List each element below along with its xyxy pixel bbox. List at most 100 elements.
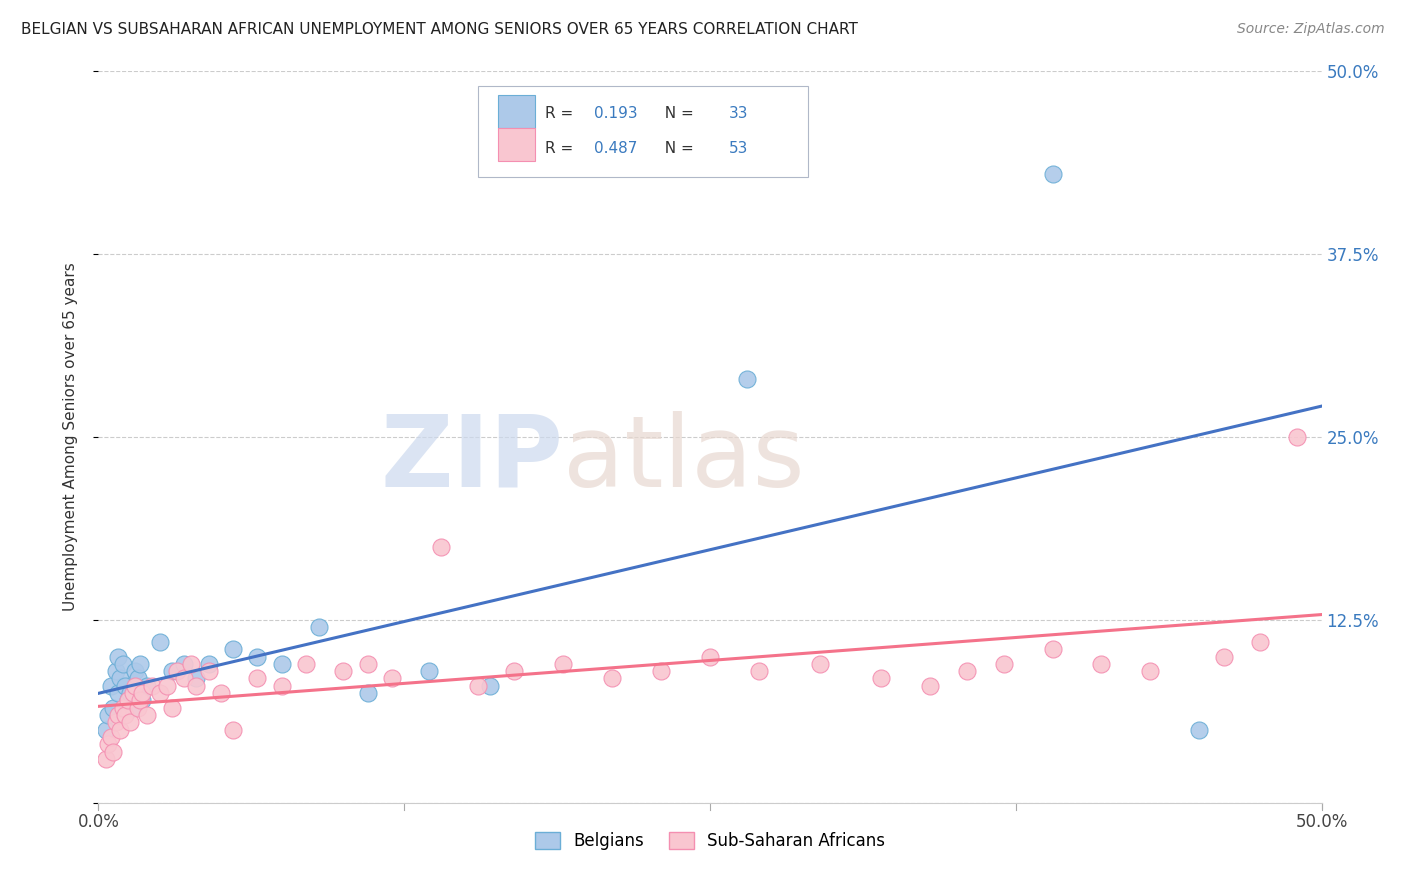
Point [117, 693, 139, 707]
Point [418, 664, 440, 678]
Point [117, 693, 139, 707]
Point [173, 672, 195, 686]
Point [101, 700, 124, 714]
Point [131, 686, 153, 700]
Point [197, 657, 219, 671]
Point [1249, 635, 1271, 649]
Point [920, 679, 942, 693]
Text: 0.487: 0.487 [593, 141, 637, 156]
Point [735, 371, 758, 385]
Point [107, 686, 129, 700]
Text: atlas: atlas [564, 410, 804, 508]
Point [1042, 642, 1064, 657]
Point [129, 657, 152, 671]
FancyBboxPatch shape [498, 128, 536, 161]
Point [100, 679, 122, 693]
Point [127, 672, 149, 686]
Point [222, 642, 245, 657]
Point [160, 700, 183, 714]
Text: BELGIAN VS SUBSAHARAN AFRICAN UNEMPLOYMENT AMONG SENIORS OVER 65 YEARS CORRELATI: BELGIAN VS SUBSAHARAN AFRICAN UNEMPLOYME… [21, 22, 858, 37]
Point [197, 664, 219, 678]
Point [748, 664, 770, 678]
Point [111, 657, 134, 671]
Point [332, 664, 354, 678]
Point [295, 657, 318, 671]
Point [650, 664, 672, 678]
Point [136, 679, 159, 693]
Point [270, 679, 294, 693]
Point [553, 657, 575, 671]
Point [1212, 649, 1234, 664]
Point [1139, 664, 1161, 678]
Point [478, 679, 501, 693]
Point [870, 672, 893, 686]
Point [699, 649, 721, 664]
Point [110, 723, 132, 737]
Point [1286, 430, 1309, 444]
Point [503, 664, 526, 678]
Point [180, 657, 202, 671]
Text: 33: 33 [728, 106, 748, 121]
Point [124, 664, 146, 678]
Text: ZIP: ZIP [381, 410, 564, 508]
Legend: Belgians, Sub-Saharan Africans: Belgians, Sub-Saharan Africans [529, 825, 891, 856]
Point [120, 686, 142, 700]
Point [173, 657, 195, 671]
Point [94, 723, 117, 737]
Point [120, 715, 142, 730]
Point [186, 679, 208, 693]
Point [104, 715, 127, 730]
Point [246, 672, 269, 686]
Point [381, 672, 404, 686]
Point [101, 745, 124, 759]
Point [186, 672, 208, 686]
Point [209, 686, 232, 700]
Point [110, 672, 132, 686]
Point [356, 686, 378, 700]
Point [107, 708, 129, 723]
Text: N =: N = [655, 106, 699, 121]
Point [308, 620, 330, 634]
FancyBboxPatch shape [498, 95, 536, 128]
Point [114, 708, 136, 723]
Point [141, 679, 163, 693]
Point [127, 700, 149, 714]
Point [993, 657, 1015, 671]
Text: R =: R = [546, 141, 578, 156]
Point [1042, 167, 1064, 181]
Point [104, 664, 127, 678]
Point [1188, 723, 1211, 737]
Point [270, 657, 294, 671]
Point [467, 679, 489, 693]
Point [356, 657, 378, 671]
Text: 0.193: 0.193 [593, 106, 637, 121]
Point [107, 649, 129, 664]
Point [94, 752, 117, 766]
Point [129, 693, 152, 707]
Point [114, 679, 136, 693]
Point [121, 686, 143, 700]
Point [956, 664, 979, 678]
FancyBboxPatch shape [478, 86, 808, 178]
Point [808, 657, 831, 671]
Y-axis label: Unemployment Among Seniors over 65 years: Unemployment Among Seniors over 65 years [63, 263, 77, 611]
Point [430, 540, 453, 554]
Point [111, 700, 134, 714]
Point [124, 679, 146, 693]
Point [97, 737, 120, 751]
Point [222, 723, 245, 737]
Point [121, 700, 143, 714]
Point [1090, 657, 1112, 671]
Point [131, 693, 153, 707]
Point [246, 649, 269, 664]
Point [136, 708, 159, 723]
Point [166, 664, 188, 678]
Point [149, 635, 172, 649]
Text: N =: N = [655, 141, 699, 156]
Point [149, 686, 172, 700]
Point [97, 708, 120, 723]
Point [600, 672, 623, 686]
Text: R =: R = [546, 106, 578, 121]
Text: Source: ZipAtlas.com: Source: ZipAtlas.com [1237, 22, 1385, 37]
Point [156, 679, 179, 693]
